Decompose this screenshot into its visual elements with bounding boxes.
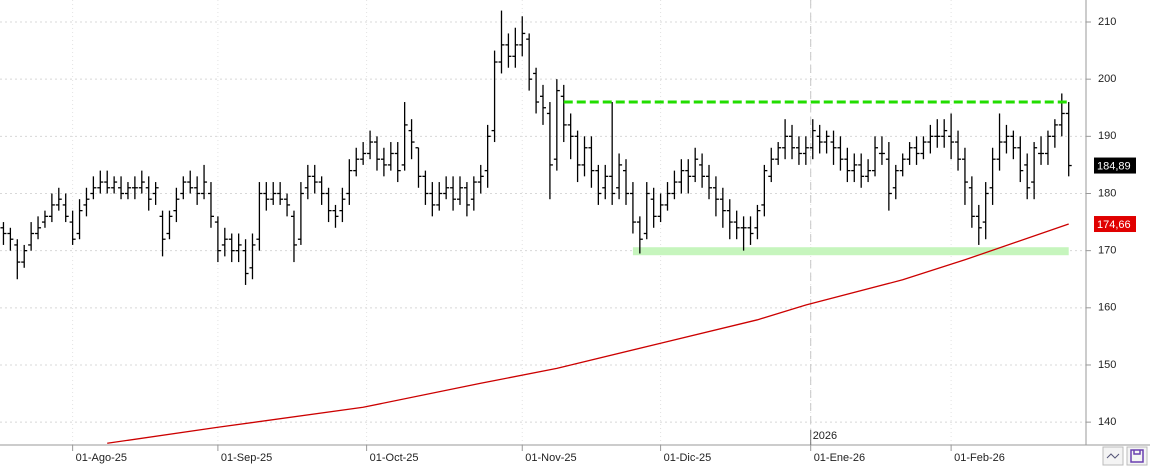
price-tag (1094, 216, 1136, 233)
price-tag-label: 174,66 (1097, 219, 1131, 231)
x-tick-label: 01-Ago-25 (76, 452, 127, 464)
price-tag (1094, 157, 1136, 174)
support-band (632, 247, 1069, 256)
plot-area (0, 0, 1086, 445)
save-icon (1130, 449, 1144, 463)
y-tick-label: 190 (1098, 130, 1116, 142)
zoom-icon (1106, 453, 1120, 459)
x-tick-label: 01-Feb-26 (954, 452, 1005, 464)
moving-average-line (107, 223, 1069, 444)
y-tick-label: 150 (1098, 359, 1116, 371)
y-tick-label: 140 (1098, 416, 1116, 428)
x-tick-label: 01-Nov-25 (525, 452, 576, 464)
y-tick-label: 160 (1098, 302, 1116, 314)
price-tag-label: 184,89 (1097, 160, 1131, 172)
year-marker-label: 2026 (813, 430, 837, 442)
x-tick-label: 01-Dic-25 (664, 452, 712, 464)
save-button[interactable] (1126, 446, 1148, 466)
x-tick-label: 01-Sep-25 (221, 452, 272, 464)
x-tick-label: 01-Ene-26 (814, 452, 865, 464)
y-tick-label: 170 (1098, 245, 1116, 257)
x-tick-label: 01-Oct-25 (370, 452, 419, 464)
y-tick-label: 200 (1098, 73, 1116, 85)
y-tick-label: 180 (1098, 187, 1116, 199)
y-tick-label: 210 (1098, 16, 1116, 28)
